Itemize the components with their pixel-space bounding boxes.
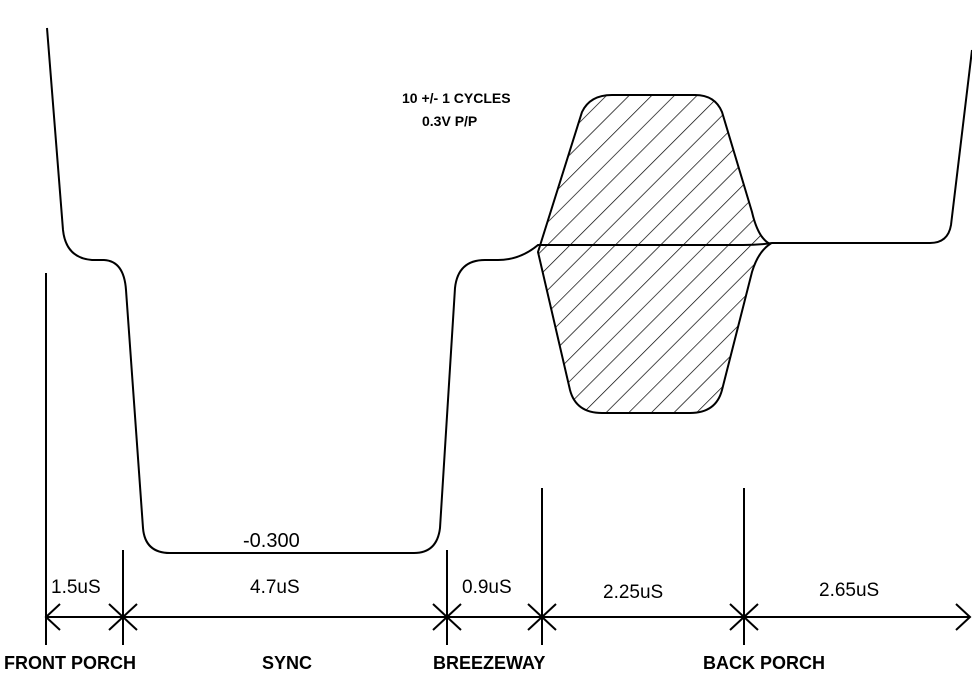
burst-cycles-label: 10 +/- 1 CYCLES [402,90,511,106]
section-breezeway: BREEZEWAY [433,653,545,673]
color-burst-envelope [536,94,772,414]
sync-level-label: -0.300 [243,530,300,552]
burst-amplitude-label: 0.3V P/P [422,113,477,129]
arrowhead-burst-start [527,603,557,631]
section-front-porch: FRONT PORCH [4,653,136,673]
duration-color-burst: 2.25uS [603,582,663,603]
duration-sync: 4.7uS [250,577,300,598]
section-sync: SYNC [262,653,312,673]
duration-breezeway: 0.9uS [462,577,512,598]
arrowhead-sync-start [108,603,138,631]
section-back-porch: BACK PORCH [703,653,825,673]
arrowhead-line-end [955,603,972,631]
arrowhead-sync-end [432,603,462,631]
video-waveform [46,27,972,554]
dimension-arrowheads [44,603,972,631]
duration-back-porch-remainder: 2.65uS [819,580,879,601]
arrowhead-burst-end [729,603,759,631]
duration-front-porch: 1.5uS [51,577,101,598]
arrowhead-front-porch-start [44,603,61,631]
